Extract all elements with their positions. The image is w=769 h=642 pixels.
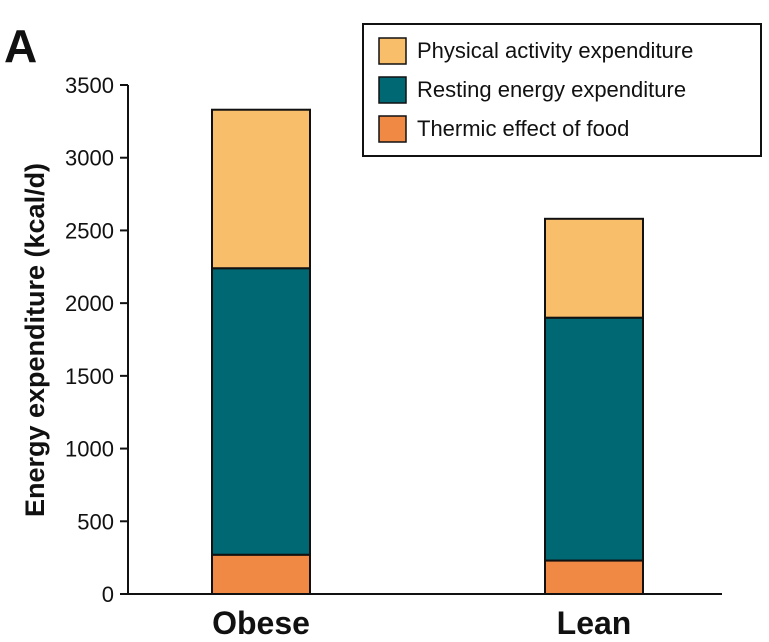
y-tick-label: 2000 xyxy=(65,291,114,316)
x-tick-label: Lean xyxy=(557,605,632,641)
y-tick-label: 3000 xyxy=(65,146,114,171)
legend-swatch-resting xyxy=(378,76,407,104)
y-axis-label: Energy expenditure (kcal/d) xyxy=(20,163,50,517)
bar-lean-physical xyxy=(544,217,644,319)
bar-obese-physical xyxy=(211,108,311,270)
legend-swatch-thermic xyxy=(378,115,407,143)
y-tick-label: 1000 xyxy=(65,437,114,462)
bar-lean-resting xyxy=(544,316,644,562)
y-tick-label: 500 xyxy=(77,509,114,534)
legend-label-physical: Physical activity expenditure xyxy=(417,38,693,63)
legend-swatch-physical xyxy=(378,37,407,65)
x-tick-labels: Obese Lean xyxy=(212,605,631,641)
x-tick-label: Obese xyxy=(212,605,310,641)
legend-label-thermic: Thermic effect of food xyxy=(417,116,629,141)
legend-label-resting: Resting energy expenditure xyxy=(417,77,686,102)
y-ticks: 0 500 1000 1500 2000 2500 3000 3500 xyxy=(65,73,128,607)
y-tick-label: 3500 xyxy=(65,73,114,98)
y-tick-label: 1500 xyxy=(65,364,114,389)
bar-obese-thermic xyxy=(211,553,311,596)
bar-obese-resting xyxy=(211,267,311,556)
axes xyxy=(127,85,722,595)
bars xyxy=(211,108,644,596)
legend: Physical activity expenditure Resting ene… xyxy=(362,23,762,157)
legend-box xyxy=(362,23,762,157)
panel-label: A xyxy=(4,20,37,72)
y-tick-label: 2500 xyxy=(65,218,114,243)
y-tick-label: 0 xyxy=(102,582,114,607)
bar-lean-thermic xyxy=(544,559,644,596)
